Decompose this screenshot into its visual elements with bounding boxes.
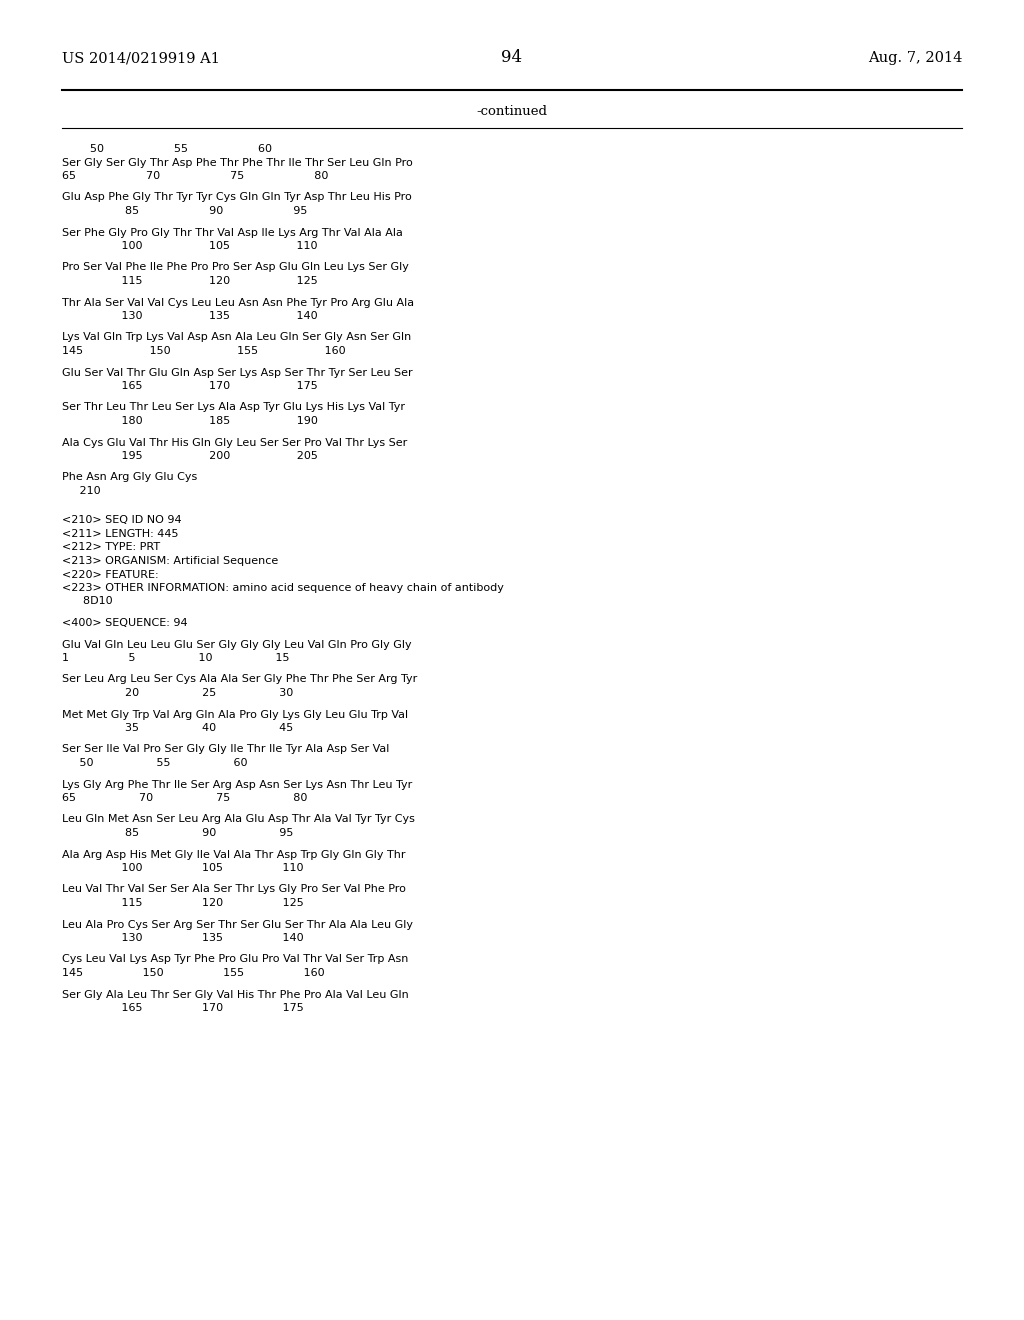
Text: Glu Ser Val Thr Glu Gln Asp Ser Lys Asp Ser Thr Tyr Ser Leu Ser: Glu Ser Val Thr Glu Gln Asp Ser Lys Asp …: [62, 367, 413, 378]
Text: 210: 210: [62, 486, 100, 496]
Text: Met Met Gly Trp Val Arg Gln Ala Pro Gly Lys Gly Leu Glu Trp Val: Met Met Gly Trp Val Arg Gln Ala Pro Gly …: [62, 710, 409, 719]
Text: <220> FEATURE:: <220> FEATURE:: [62, 569, 159, 579]
Text: Lys Gly Arg Phe Thr Ile Ser Arg Asp Asn Ser Lys Asn Thr Leu Tyr: Lys Gly Arg Phe Thr Ile Ser Arg Asp Asn …: [62, 780, 413, 789]
Text: 145                 150                 155                 160: 145 150 155 160: [62, 968, 325, 978]
Text: 94: 94: [502, 49, 522, 66]
Text: Aug. 7, 2014: Aug. 7, 2014: [867, 51, 962, 65]
Text: <213> ORGANISM: Artificial Sequence: <213> ORGANISM: Artificial Sequence: [62, 556, 279, 566]
Text: Glu Val Gln Leu Leu Glu Ser Gly Gly Gly Leu Val Gln Pro Gly Gly: Glu Val Gln Leu Leu Glu Ser Gly Gly Gly …: [62, 639, 412, 649]
Text: Glu Asp Phe Gly Thr Tyr Tyr Cys Gln Gln Tyr Asp Thr Leu His Pro: Glu Asp Phe Gly Thr Tyr Tyr Cys Gln Gln …: [62, 193, 412, 202]
Text: Ser Leu Arg Leu Ser Cys Ala Ala Ser Gly Phe Thr Phe Ser Arg Tyr: Ser Leu Arg Leu Ser Cys Ala Ala Ser Gly …: [62, 675, 417, 685]
Text: -continued: -continued: [476, 106, 548, 117]
Text: Cys Leu Val Lys Asp Tyr Phe Pro Glu Pro Val Thr Val Ser Trp Asn: Cys Leu Val Lys Asp Tyr Phe Pro Glu Pro …: [62, 954, 409, 965]
Text: Leu Gln Met Asn Ser Leu Arg Ala Glu Asp Thr Ala Val Tyr Tyr Cys: Leu Gln Met Asn Ser Leu Arg Ala Glu Asp …: [62, 814, 415, 825]
Text: 85                  90                  95: 85 90 95: [62, 828, 293, 838]
Text: 165                 170                 175: 165 170 175: [62, 1003, 304, 1012]
Text: Ala Cys Glu Val Thr His Gln Gly Leu Ser Ser Pro Val Thr Lys Ser: Ala Cys Glu Val Thr His Gln Gly Leu Ser …: [62, 437, 408, 447]
Text: Ser Thr Leu Thr Leu Ser Lys Ala Asp Tyr Glu Lys His Lys Val Tyr: Ser Thr Leu Thr Leu Ser Lys Ala Asp Tyr …: [62, 403, 406, 412]
Text: 65                  70                  75                  80: 65 70 75 80: [62, 793, 307, 803]
Text: 165                   170                   175: 165 170 175: [62, 381, 317, 391]
Text: 50                  55                  60: 50 55 60: [62, 758, 248, 768]
Text: Ala Arg Asp His Met Gly Ile Val Ala Thr Asp Trp Gly Gln Gly Thr: Ala Arg Asp His Met Gly Ile Val Ala Thr …: [62, 850, 406, 859]
Text: 195                   200                   205: 195 200 205: [62, 451, 317, 461]
Text: <400> SEQUENCE: 94: <400> SEQUENCE: 94: [62, 618, 187, 628]
Text: US 2014/0219919 A1: US 2014/0219919 A1: [62, 51, 220, 65]
Text: <211> LENGTH: 445: <211> LENGTH: 445: [62, 529, 178, 539]
Text: 130                   135                   140: 130 135 140: [62, 312, 317, 321]
Text: Ser Gly Ser Gly Thr Asp Phe Thr Phe Thr Ile Thr Ser Leu Gln Pro: Ser Gly Ser Gly Thr Asp Phe Thr Phe Thr …: [62, 157, 413, 168]
Text: 65                    70                    75                    80: 65 70 75 80: [62, 172, 329, 181]
Text: Leu Ala Pro Cys Ser Arg Ser Thr Ser Glu Ser Thr Ala Ala Leu Gly: Leu Ala Pro Cys Ser Arg Ser Thr Ser Glu …: [62, 920, 413, 929]
Text: Ser Ser Ile Val Pro Ser Gly Gly Ile Thr Ile Tyr Ala Asp Ser Val: Ser Ser Ile Val Pro Ser Gly Gly Ile Thr …: [62, 744, 389, 755]
Text: Ser Phe Gly Pro Gly Thr Thr Val Asp Ile Lys Arg Thr Val Ala Ala: Ser Phe Gly Pro Gly Thr Thr Val Asp Ile …: [62, 227, 402, 238]
Text: 85                    90                    95: 85 90 95: [62, 206, 307, 216]
Text: 20                  25                  30: 20 25 30: [62, 688, 293, 698]
Text: 115                   120                   125: 115 120 125: [62, 276, 317, 286]
Text: 1                 5                  10                  15: 1 5 10 15: [62, 653, 290, 663]
Text: 100                 105                 110: 100 105 110: [62, 863, 303, 873]
Text: Phe Asn Arg Gly Glu Cys: Phe Asn Arg Gly Glu Cys: [62, 473, 198, 483]
Text: Leu Val Thr Val Ser Ser Ala Ser Thr Lys Gly Pro Ser Val Phe Pro: Leu Val Thr Val Ser Ser Ala Ser Thr Lys …: [62, 884, 406, 895]
Text: 180                   185                   190: 180 185 190: [62, 416, 317, 426]
Text: Pro Ser Val Phe Ile Phe Pro Pro Ser Asp Glu Gln Leu Lys Ser Gly: Pro Ser Val Phe Ile Phe Pro Pro Ser Asp …: [62, 263, 409, 272]
Text: <210> SEQ ID NO 94: <210> SEQ ID NO 94: [62, 516, 181, 525]
Text: 100                   105                   110: 100 105 110: [62, 242, 317, 251]
Text: Lys Val Gln Trp Lys Val Asp Asn Ala Leu Gln Ser Gly Asn Ser Gln: Lys Val Gln Trp Lys Val Asp Asn Ala Leu …: [62, 333, 412, 342]
Text: 145                   150                   155                   160: 145 150 155 160: [62, 346, 346, 356]
Text: 130                 135                 140: 130 135 140: [62, 933, 304, 942]
Text: Ser Gly Ala Leu Thr Ser Gly Val His Thr Phe Pro Ala Val Leu Gln: Ser Gly Ala Leu Thr Ser Gly Val His Thr …: [62, 990, 409, 999]
Text: 115                 120                 125: 115 120 125: [62, 898, 304, 908]
Text: <212> TYPE: PRT: <212> TYPE: PRT: [62, 543, 160, 553]
Text: <223> OTHER INFORMATION: amino acid sequence of heavy chain of antibody: <223> OTHER INFORMATION: amino acid sequ…: [62, 583, 504, 593]
Text: 50                    55                    60: 50 55 60: [62, 144, 272, 154]
Text: Thr Ala Ser Val Val Cys Leu Leu Asn Asn Phe Tyr Pro Arg Glu Ala: Thr Ala Ser Val Val Cys Leu Leu Asn Asn …: [62, 297, 414, 308]
Text: 35                  40                  45: 35 40 45: [62, 723, 293, 733]
Text: 8D10: 8D10: [62, 597, 113, 606]
